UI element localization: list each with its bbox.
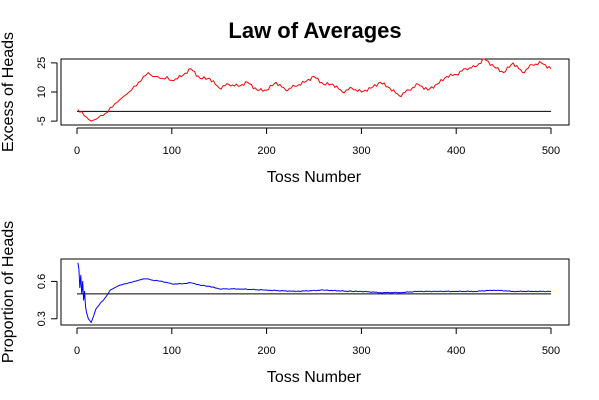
y-tick-label: -5 [36,116,48,126]
y-tick-label: 10 [36,86,48,98]
series-line [77,262,551,323]
x-tick-label: 300 [352,145,370,157]
plot-frame [60,58,570,126]
y-axis-title: Proportion of Heads [0,221,17,363]
panel-excess-of-heads: 0 100 200 300 400 500 -5 10 25 Toss Number Excess … [0,32,570,186]
panel-proportion-of-heads: 0 100 200 300 400 500 0.3 0.6 Toss Number Proport… [0,221,570,386]
x-tick-label: 500 [542,145,560,157]
y-tick-label: 0.3 [36,311,48,326]
x-tick-label: 300 [352,345,370,357]
y-tick-label: 25 [36,57,48,69]
x-axis-title: Toss Number [267,369,362,386]
y-tick-label: 0.6 [36,274,48,289]
x-tick-label: 0 [74,345,80,357]
x-tick-label: 100 [163,345,181,357]
x-tick-label: 500 [542,345,560,357]
x-axis-title: Toss Number [267,169,362,186]
x-tick-label: 0 [74,145,80,157]
plot-frame [60,258,570,326]
x-tick-label: 200 [257,345,275,357]
x-tick-label: 100 [163,145,181,157]
x-tick-label: 400 [447,345,465,357]
y-axis-title: Excess of Heads [0,32,17,152]
x-tick-label: 400 [447,145,465,157]
series-line [77,58,552,122]
x-tick-label: 200 [257,145,275,157]
chart-title: Law of Averages [228,18,401,43]
